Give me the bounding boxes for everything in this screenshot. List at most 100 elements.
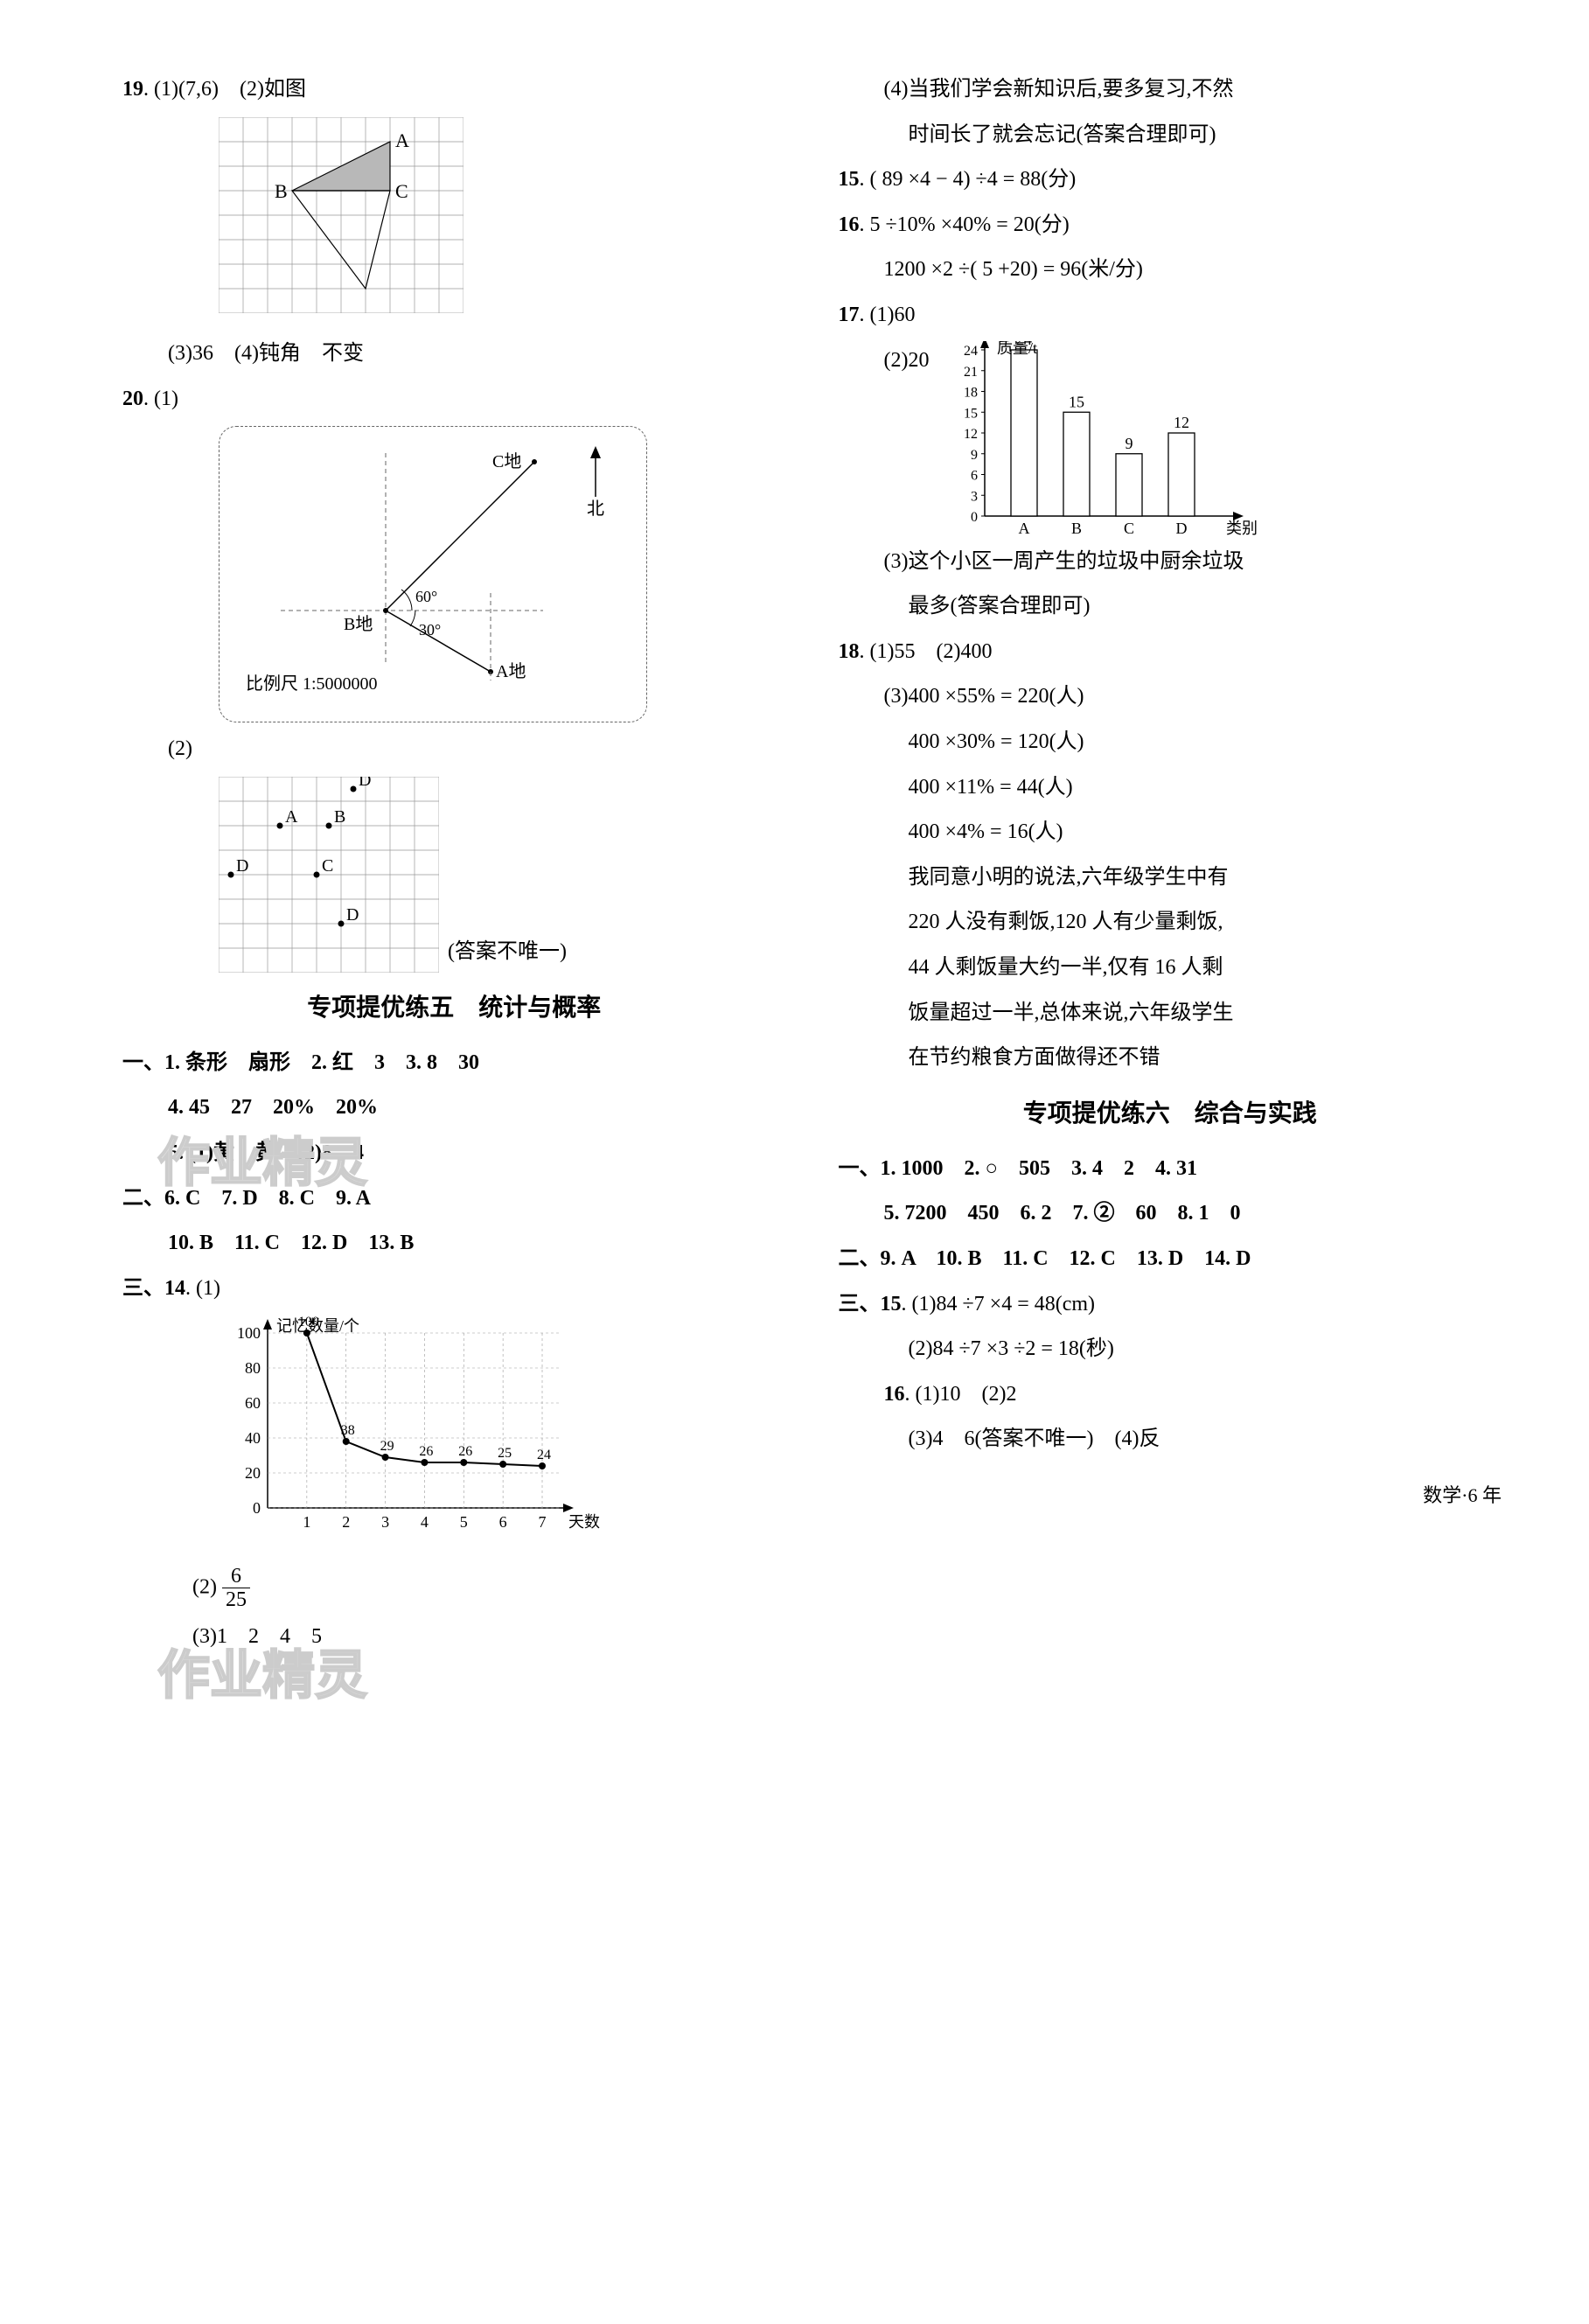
- q14-p2: (2) 6 25: [122, 1565, 786, 1612]
- svg-text:D: D: [1176, 520, 1188, 537]
- svg-text:15: 15: [1069, 393, 1084, 410]
- svg-text:B: B: [275, 180, 288, 202]
- frac-num: 6: [222, 1565, 250, 1588]
- q14-p3-group: (3)1 2 4 5 作业精灵: [122, 1617, 786, 1658]
- svg-text:类别: 类别: [1226, 520, 1258, 537]
- r-q17a: 17. (1)60: [839, 296, 1502, 336]
- r-q18e: 400 ×4% = 16(人): [839, 813, 1502, 853]
- grid2-note: (答案不唯一): [448, 932, 567, 973]
- svg-text:80: 80: [245, 1359, 261, 1377]
- right-column: (4)当我们学会新知识后,要多复习,不然 时间长了就会忘记(答案合理即可) 15…: [821, 70, 1537, 1662]
- svg-text:18: 18: [964, 385, 978, 400]
- svg-text:12: 12: [1174, 414, 1189, 431]
- r-q15: 1515. ( 89 ×4 − 4) ÷4 = 88(分). ( 89 ×4 −…: [839, 160, 1502, 200]
- svg-text:C: C: [395, 180, 408, 202]
- s6-l1: 一、1. 1000 2. ○ 505 3. 4 2 4. 31: [839, 1149, 1502, 1190]
- svg-text:100: 100: [237, 1324, 261, 1342]
- svg-text:B地: B地: [344, 614, 373, 634]
- svg-text:A: A: [1019, 520, 1030, 537]
- q20-grid2-wrap: DABDCD (答案不唯一): [219, 777, 786, 973]
- sec5-l1: 一、1. 条形 扇形 2. 红 3 3. 8 30: [122, 1043, 786, 1084]
- svg-text:24: 24: [537, 1448, 551, 1462]
- map-svg: 北 C地 A地 B地 60° 30° 比例尺 1:5000000: [228, 436, 639, 698]
- svg-text:质量/t: 质量/t: [997, 341, 1037, 357]
- s6-l7: (3)4 6(答案不唯一) (4)反: [839, 1420, 1502, 1460]
- q20-text1: . (1): [143, 387, 178, 410]
- sec5-l5: 10. B 11. C 12. D 13. B: [122, 1224, 786, 1264]
- svg-text:3: 3: [381, 1513, 389, 1531]
- sec5-l4: 6. C 7. D 8. C 9. A: [164, 1187, 371, 1210]
- r-q17d: 最多(答案合理即可): [839, 587, 1502, 627]
- svg-text:60°: 60°: [415, 588, 437, 605]
- svg-text:天数: 天数: [568, 1513, 600, 1531]
- svg-text:记忆数量/个: 记忆数量/个: [276, 1317, 359, 1335]
- q19-line1: 19. (1)(7,6) (2)如图: [122, 70, 786, 110]
- svg-text:D: D: [346, 905, 359, 925]
- svg-text:21: 21: [964, 364, 978, 379]
- svg-text:C地: C地: [492, 451, 521, 471]
- svg-text:C: C: [1124, 520, 1134, 537]
- s6-l3: 二、9. A 10. B 11. C 12. C 13. D 14. D: [839, 1239, 1502, 1280]
- svg-text:比例尺 1:5000000: 比例尺 1:5000000: [246, 673, 378, 694]
- svg-text:0: 0: [253, 1499, 261, 1517]
- r-q18d: 400 ×11% = 44(人): [839, 768, 1502, 808]
- r-q16b: 1200 ×2 ÷( 5 +20) = 96(米/分): [839, 250, 1502, 290]
- sec5-l4w: 二、6. C 7. D 8. C 9. A: [122, 1179, 786, 1219]
- s6-l6: 16. (1)10 (2)2: [839, 1375, 1502, 1415]
- svg-text:25: 25: [498, 1446, 512, 1461]
- page-container: 19. (1)(7,6) (2)如图 ABC (3)36 (4)钝角 不变 20…: [52, 70, 1537, 1662]
- svg-text:38: 38: [341, 1423, 355, 1438]
- r-q18b: (3)400 ×55% = 220(人): [839, 677, 1502, 717]
- svg-text:15: 15: [964, 406, 978, 421]
- bar-chart-svg: 0369121518212424A15B9C12D质量/t类别: [946, 341, 1261, 542]
- sec5-group: 一、1. 条形 扇形 2. 红 3 3. 8 30 4. 45 27 20% 2…: [122, 1043, 786, 1264]
- svg-text:北: 北: [587, 499, 604, 519]
- svg-text:3: 3: [971, 489, 978, 504]
- svg-text:30°: 30°: [419, 621, 441, 639]
- q14-frac: 6 25: [222, 1565, 250, 1612]
- r-q17b: (2)20: [839, 341, 930, 381]
- sec5-q14-l1: 三、14. (1): [122, 1269, 786, 1309]
- r-q18i: 饭量超过一半,总体来说,六年级学生: [839, 994, 1502, 1034]
- svg-text:1: 1: [303, 1513, 310, 1531]
- sec5-two: 二、: [122, 1187, 164, 1210]
- svg-text:A地: A地: [496, 661, 526, 681]
- map-dashed-box: 北 C地 A地 B地 60° 30° 比例尺 1:5000000: [219, 426, 647, 722]
- svg-text:5: 5: [460, 1513, 468, 1531]
- svg-text:B: B: [334, 807, 345, 827]
- s6-l5: (2)84 ÷7 ×3 ÷2 = 18(秒): [839, 1329, 1502, 1370]
- left-column: 19. (1)(7,6) (2)如图 ABC (3)36 (4)钝角 不变 20…: [52, 70, 786, 1662]
- r-q18a: 18. (1)55 (2)400: [839, 632, 1502, 673]
- sec5-l1t: 1. 条形 扇形 2. 红 3 3. 8 30: [164, 1051, 479, 1074]
- q20-map-figure: 北 C地 A地 B地 60° 30° 比例尺 1:5000000: [219, 426, 786, 722]
- svg-text:29: 29: [380, 1439, 394, 1454]
- r-q18h: 44 人剩饭量大约一半,仅有 16 人剩: [839, 948, 1502, 988]
- s6-one: 一、: [839, 1157, 881, 1180]
- s6-two: 二、: [839, 1247, 881, 1270]
- r-q16a: 16. 5 ÷10% ×40% = 20(分): [839, 206, 1502, 246]
- svg-text:4: 4: [421, 1513, 429, 1531]
- svg-text:9: 9: [971, 447, 978, 462]
- svg-text:9: 9: [1126, 434, 1133, 451]
- svg-text:7: 7: [539, 1513, 547, 1531]
- q20-num: 20: [122, 387, 143, 410]
- r-q17b-row: (2)20 0369121518212424A15B9C12D质量/t类别: [839, 341, 1502, 542]
- svg-text:24: 24: [964, 344, 978, 359]
- r-q14-4b: 时间长了就会忘记(答案合理即可): [839, 115, 1502, 156]
- svg-text:26: 26: [419, 1444, 433, 1459]
- r-q18j: 在节约粮食方面做得还不错: [839, 1038, 1502, 1078]
- q20-p2: (2): [122, 729, 786, 770]
- svg-text:6: 6: [499, 1513, 507, 1531]
- svg-text:0: 0: [971, 510, 978, 525]
- sec5-l2: 4. 45 27 20% 20%: [122, 1088, 786, 1128]
- section5-title: 专项提优练五 统计与概率: [122, 985, 786, 1031]
- svg-text:60: 60: [245, 1394, 261, 1412]
- line-chart-fig: 0204060801001234567100382926262524记忆数量/个…: [219, 1316, 786, 1558]
- frac-den: 25: [222, 1588, 250, 1611]
- s6-l2: 5. 7200 450 6. 2 7. ② 60 8. 1 0: [839, 1194, 1502, 1234]
- svg-text:B: B: [1071, 520, 1082, 537]
- sec5-one: 一、: [122, 1051, 164, 1074]
- q14-num: 14: [164, 1277, 185, 1300]
- sec5-l3: 5. (1)黄 黄 (2)8 4: [122, 1134, 786, 1174]
- s6-l3t: 9. A 10. B 11. C 12. C 13. D 14. D: [881, 1247, 1251, 1270]
